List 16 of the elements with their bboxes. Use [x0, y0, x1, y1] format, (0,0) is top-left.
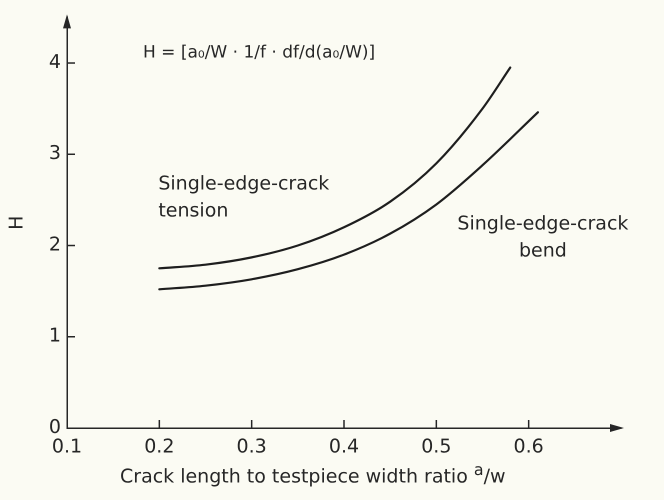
series-label: Single-edge-crack bend: [457, 212, 628, 262]
x-tick-label: 0.3: [236, 435, 267, 458]
y-tick-label: 3: [48, 142, 61, 164]
series-label: Single-edge-crack tension: [158, 172, 330, 222]
x-tick-label: 0.5: [421, 435, 452, 458]
annotation: H = [a₀/W · 1/f · df/d(a₀/W)]: [143, 42, 376, 62]
x-tick-label: 0.6: [514, 435, 544, 458]
y-tick-label: 4: [48, 50, 61, 73]
y-axis-title: H: [5, 216, 28, 230]
y-tick-label: 1: [48, 324, 61, 347]
y-tick-label: 0: [48, 416, 61, 438]
x-axis-title: Crack length to testpiece width ratio $^{a}$/w: [120, 459, 506, 488]
y-tick-label: 2: [48, 233, 61, 256]
x-tick-label: 0.4: [328, 435, 360, 458]
x-tick-label: 0.1: [52, 435, 82, 458]
x-tick-label: 0.2: [144, 435, 174, 458]
